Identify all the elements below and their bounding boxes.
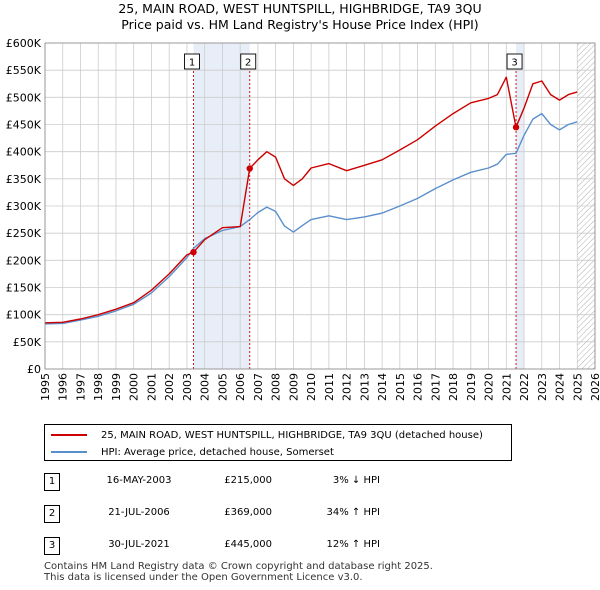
x-tick-label: 2006	[234, 373, 247, 401]
y-tick-label: £450K	[6, 119, 42, 132]
x-tick-label: 2007	[252, 373, 265, 401]
plot-frame	[44, 42, 596, 370]
sale-date: 16-MAY-2003	[106, 475, 172, 486]
y-tick-label: £0	[27, 363, 41, 376]
hpi-line	[44, 112, 578, 325]
x-tick-label: 2012	[341, 373, 354, 401]
y-tick-label: £250K	[6, 227, 42, 240]
legend-item-property: 25, MAIN ROAD, WEST HUNTSPILL, HIGHBRIDG…	[51, 427, 483, 443]
sale-point	[512, 124, 520, 131]
x-tick-label: 2011	[323, 373, 336, 401]
sale-hpi-delta: 12% ↑ HPI	[326, 539, 380, 550]
y-tick-label: £500K	[6, 91, 42, 104]
x-tick-label: 1998	[92, 373, 105, 401]
sale-price: £369,000	[224, 507, 272, 518]
sale-point	[246, 165, 253, 172]
legend-swatch-hpi	[51, 451, 87, 453]
x-tick-label: 2015	[394, 373, 407, 401]
x-tick-label: 2026	[589, 373, 600, 401]
sale-point	[190, 248, 197, 256]
x-tick-label: 1999	[110, 373, 123, 401]
y-tick-label: £600K	[6, 37, 42, 50]
x-tick-label: 2008	[270, 373, 283, 401]
sale-label-text: 1	[189, 58, 195, 69]
sale-label-box	[506, 53, 523, 70]
x-tick-label: 2005	[216, 373, 229, 401]
x-tick-label: 2023	[536, 373, 549, 401]
legend-label-hpi: HPI: Average price, detached house, Some…	[101, 446, 334, 458]
sale-date: 21-JUL-2006	[108, 507, 170, 518]
title-line-1: 25, MAIN ROAD, WEST HUNTSPILL, HIGHBRIDG…	[118, 1, 482, 16]
sale-date: 30-JUL-2021	[108, 539, 170, 550]
x-tick-label: 2004	[199, 373, 212, 401]
y-tick-label: £400K	[6, 146, 42, 159]
sale-number-badge: 1	[44, 473, 60, 491]
legend-item-hpi: HPI: Average price, detached house, Some…	[51, 444, 334, 460]
x-tick-label: 2010	[305, 373, 318, 401]
sale-label-text: 2	[245, 58, 251, 69]
sale-label-box	[240, 53, 257, 70]
x-tick-label: 2002	[163, 373, 176, 401]
x-tick-label: 2024	[554, 373, 567, 401]
legend-label-property: 25, MAIN ROAD, WEST HUNTSPILL, HIGHBRIDG…	[101, 429, 483, 441]
sale-label-box	[184, 53, 200, 70]
y-tick-label: £350K	[6, 173, 42, 186]
sale-hpi-delta: 34% ↑ HPI	[326, 507, 380, 518]
footer-copyright: Contains HM Land Registry data © Crown c…	[44, 561, 433, 572]
x-tick-label: 2018	[447, 373, 460, 401]
y-tick-label: £200K	[6, 254, 42, 267]
x-tick-label: 2009	[287, 373, 300, 401]
sale-label-text: 3	[511, 58, 517, 69]
x-tick-label: 2020	[483, 373, 496, 401]
x-tick-label: 1995	[39, 373, 52, 401]
sale-number-badge: 3	[44, 537, 60, 555]
x-tick-label: 2013	[358, 373, 371, 401]
x-tick-label: 2001	[145, 373, 158, 401]
x-tick-label: 2019	[465, 373, 478, 401]
x-tick-label: 2021	[500, 373, 513, 401]
sale-row: 2 21-JUL-2006 £369,000 34% ↑ HPI	[44, 505, 464, 525]
y-tick-label: £550K	[6, 64, 42, 77]
x-tick-label: 2003	[181, 373, 194, 401]
x-tick-label: 1997	[74, 373, 87, 401]
sale-price: £445,000	[224, 539, 272, 550]
y-tick-label: £50K	[13, 336, 42, 349]
x-tick-label: 2014	[376, 373, 389, 401]
sale-row: 1 16-MAY-2003 £215,000 3% ↓ HPI	[44, 473, 464, 493]
sale-price: £215,000	[224, 475, 272, 486]
x-tick-label: 1996	[57, 373, 70, 401]
x-tick-label: 2022	[518, 373, 531, 401]
legend: 25, MAIN ROAD, WEST HUNTSPILL, HIGHBRIDG…	[44, 424, 512, 461]
y-tick-label: £150K	[6, 282, 42, 295]
x-tick-label: 2000	[128, 373, 141, 401]
y-tick-label: £300K	[6, 200, 42, 213]
x-tick-label: 2025	[571, 373, 584, 401]
x-tick-label: 2016	[412, 373, 425, 401]
x-tick-label: 2017	[429, 373, 442, 401]
property-price-line	[44, 76, 578, 324]
sale-row: 3 30-JUL-2021 £445,000 12% ↑ HPI	[44, 537, 464, 557]
chart-title: 25, MAIN ROAD, WEST HUNTSPILL, HIGHBRIDG…	[0, 1, 600, 33]
footer-licence: This data is licensed under the Open Gov…	[44, 572, 363, 583]
legend-swatch-property	[51, 434, 87, 436]
y-tick-label: £100K	[6, 309, 42, 322]
sale-number-badge: 2	[44, 505, 60, 523]
sale-hpi-delta: 3% ↓ HPI	[332, 475, 380, 486]
title-line-2: Price paid vs. HM Land Registry's House …	[121, 17, 479, 32]
footer: Contains HM Land Registry data © Crown c…	[44, 561, 433, 583]
